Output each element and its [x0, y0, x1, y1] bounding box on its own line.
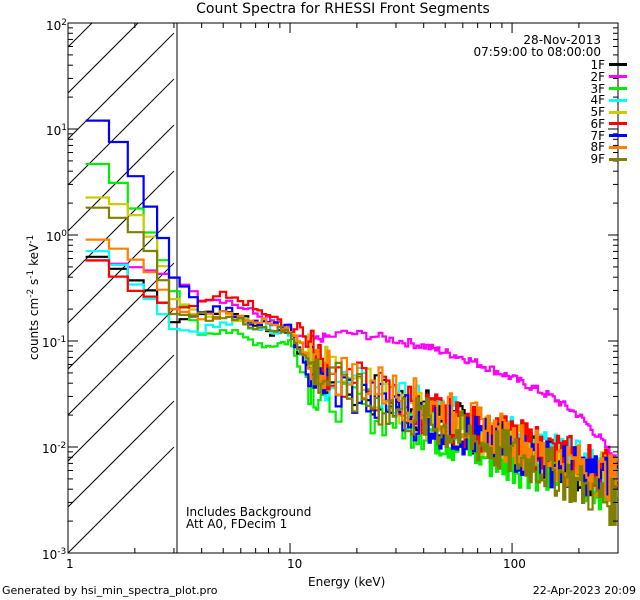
hatch-line — [68, 23, 139, 94]
legend-item: 4F — [590, 93, 627, 108]
legend-label: 8F — [590, 140, 605, 155]
legend-item: 7F — [590, 128, 627, 143]
legend-swatch — [609, 134, 627, 138]
legend-swatch — [609, 122, 627, 126]
legend: 1F 2F 3F 4F 5F 6F 7F 8F 9F — [590, 57, 627, 167]
hatch-line — [68, 124, 175, 232]
x-tick-label-10: 10 — [287, 557, 303, 571]
series-line-8F — [85, 238, 618, 502]
attenuator-note: Att A0, FDecim 1 — [186, 517, 288, 531]
legend-swatch — [609, 86, 627, 90]
legend-swatch — [609, 145, 627, 149]
generated-by: Generated by hsi_min_spectra_plot.pro — [2, 584, 218, 597]
y-tick-exp: -2 — [57, 441, 67, 451]
hatch-line — [68, 354, 175, 462]
hatch-line — [68, 308, 175, 416]
legend-swatch — [609, 63, 627, 67]
legend-item: 8F — [590, 140, 627, 155]
y-tick-label-1e1: 101 — [46, 121, 67, 138]
legend-item: 3F — [590, 81, 627, 96]
y-axis-label-exp: -1 — [26, 234, 36, 244]
hatch-line — [68, 0, 174, 1]
chart-title: Count Spectra for RHESSI Front Segments — [196, 1, 490, 17]
legend-label: 3F — [590, 81, 605, 96]
legend-label: 2F — [590, 69, 605, 84]
y-tick-exp: -3 — [57, 547, 67, 557]
y-tick-base: 10 — [42, 442, 58, 456]
series-layer — [85, 119, 618, 526]
legend-item: 5F — [590, 105, 627, 120]
hatch-line — [68, 446, 175, 553]
legend-swatch — [609, 157, 627, 161]
x-tick-label-1: 1 — [66, 557, 74, 571]
legend-label: 9F — [590, 152, 605, 167]
observation-time-range: 07:59:00 to 08:00:00 — [473, 45, 601, 59]
y-tick-base: 10 — [46, 19, 62, 33]
x-tick-label-100: 100 — [503, 557, 526, 571]
y-tick-label-1e0: 100 — [46, 227, 67, 244]
y-tick-base: 10 — [46, 124, 62, 138]
y-tick-exp: 1 — [61, 123, 68, 133]
series-line-9F — [85, 206, 618, 526]
legend-item: 9F — [590, 152, 627, 167]
y-tick-exp: 0 — [61, 229, 68, 239]
y-tick-label-1e2: 102 — [46, 16, 67, 33]
y-axis-label-part: s — [27, 278, 41, 289]
x-axis-label: Energy (keV) — [308, 575, 386, 589]
legend-item: 2F — [590, 69, 627, 84]
hatch-line — [68, 400, 175, 508]
background-note: Includes Background — [186, 505, 312, 519]
legend-label: 6F — [590, 116, 605, 131]
y-axis-label-exp: -2 — [26, 288, 36, 298]
axis-ticks — [67, 22, 619, 554]
hatch-line — [68, 78, 175, 186]
y-tick-base: 10 — [42, 336, 58, 350]
y-axis-label-part: keV — [27, 243, 41, 270]
y-tick-exp: -1 — [57, 335, 67, 345]
y-tick-label-1e-3: 10-3 — [42, 545, 66, 562]
y-axis-label: counts cm-2 s-1 keV-1 — [24, 235, 41, 360]
y-tick-exp: 2 — [61, 18, 68, 28]
y-axis-label-exp: -1 — [26, 269, 36, 279]
legend-label: 1F — [590, 57, 605, 72]
legend-label: 4F — [590, 93, 605, 108]
y-tick-base: 10 — [46, 230, 62, 244]
generated-timestamp: 22-Apr-2023 20:09 — [532, 584, 636, 597]
legend-label: 7F — [590, 128, 605, 143]
y-tick-base: 10 — [42, 548, 58, 562]
y-axis-label-part: counts cm — [27, 297, 41, 360]
legend-label: 5F — [590, 105, 605, 120]
hatch-line — [68, 23, 93, 48]
y-tick-label-1e-2: 10-2 — [42, 439, 66, 456]
legend-swatch — [609, 98, 627, 102]
hatch-line — [68, 32, 175, 140]
observation-date: 28-Nov-2013 — [523, 33, 601, 47]
legend-item: 1F — [590, 57, 627, 72]
plot-frame — [67, 22, 619, 554]
series-line-2F — [85, 259, 618, 464]
y-tick-label-1e-1: 10-1 — [42, 333, 66, 350]
legend-swatch — [609, 110, 627, 114]
legend-item: 6F — [590, 116, 627, 131]
legend-swatch — [609, 75, 627, 79]
